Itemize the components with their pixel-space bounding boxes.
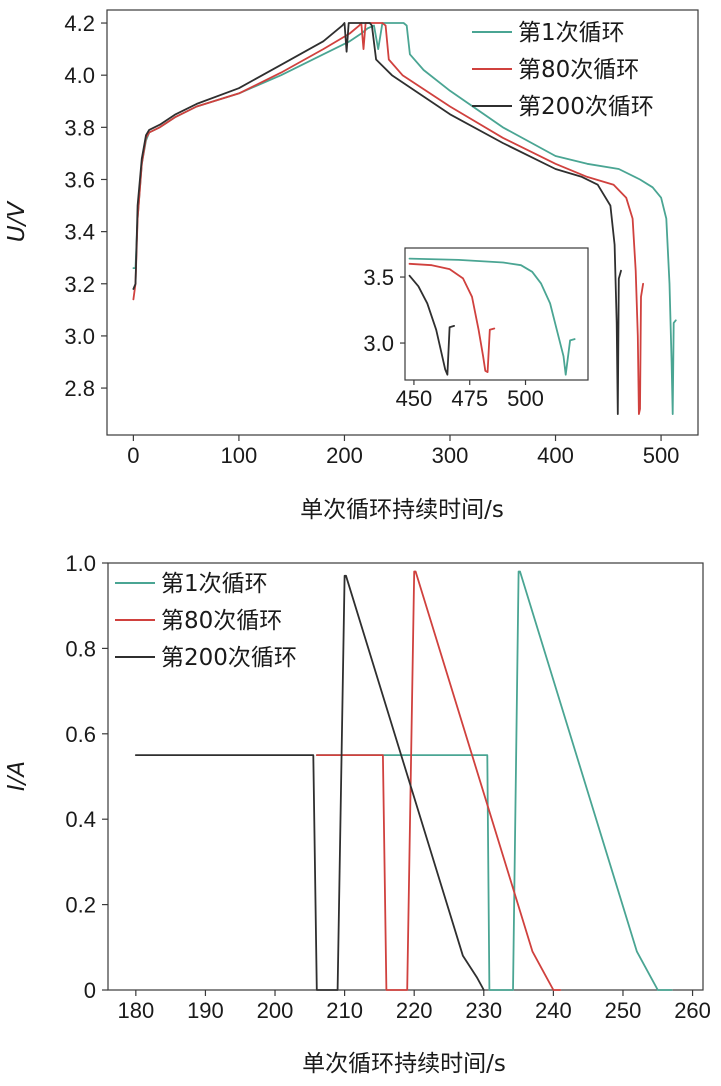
voltage-y-tick-label: 3.6: [64, 167, 95, 192]
current-x-tick-label: 260: [674, 998, 711, 1023]
current-series-line-1: [315, 570, 673, 991]
current-y-tick-label: 0.2: [65, 893, 96, 918]
voltage-plot-frame: [106, 9, 699, 436]
voltage-y-tick-label: 3.2: [64, 272, 95, 297]
current-x-tick-label: 240: [535, 998, 572, 1023]
voltage-y-tick-label: 4.2: [64, 11, 95, 36]
current-chart: 180 190 200 210 220 230 240 250 260 0 0.2 0.4 0.6 0.8…: [4, 551, 711, 1077]
current-x-axis-title: 单次循环持续时间/s: [302, 1051, 506, 1077]
current-y-tick-label: 0.4: [65, 807, 96, 832]
voltage-x-tick-label: 400: [537, 443, 574, 468]
current-series-line-3: [134, 574, 485, 991]
current-legend-label-2: 第80次循环: [161, 608, 282, 634]
current-legend-label-3: 第200次循环: [161, 645, 297, 671]
voltage-x-tick-label: 200: [326, 443, 363, 468]
inset-chart: 450 475 500 3.0 3.5: [363, 247, 589, 411]
inset-x-tick-label: 450: [396, 386, 433, 411]
current-x-tick-label: 200: [257, 998, 294, 1023]
voltage-y-tick-label: 3.8: [64, 115, 95, 140]
voltage-x-tick-label: 100: [221, 443, 258, 468]
inset-series-line-2: [408, 262, 496, 373]
inset-series-line-3: [408, 274, 455, 376]
voltage-y-tick-label: 4.0: [64, 63, 95, 88]
inset-x-tick-label: 475: [451, 386, 488, 411]
current-x-tick-label: 210: [326, 998, 363, 1023]
voltage-legend-label-1: 第1次循环: [518, 20, 625, 46]
current-y-tick-label: 1.0: [65, 551, 96, 576]
voltage-y-tick-label: 3.0: [64, 324, 95, 349]
current-y-tick-label: 0.6: [65, 722, 96, 747]
current-legend-label-1: 第1次循环: [161, 571, 268, 597]
voltage-x-axis-title: 单次循环持续时间/s: [300, 497, 504, 523]
current-x-tick-label: 230: [465, 998, 502, 1023]
voltage-x-tick-label: 300: [432, 443, 469, 468]
current-x-tick-label: 220: [396, 998, 433, 1023]
voltage-x-tick-label: 0: [127, 443, 139, 468]
current-y-tick-label: 0.8: [65, 636, 96, 661]
inset-plot-frame: [404, 247, 589, 381]
voltage-y-tick-label: 3.4: [64, 220, 95, 245]
current-x-tick-label: 250: [605, 998, 642, 1023]
inset-x-tick-label: 500: [507, 386, 544, 411]
current-series-line-2: [315, 570, 562, 991]
voltage-legend-label-2: 第80次循环: [518, 57, 639, 83]
current-y-axis-title: I/A: [4, 761, 30, 791]
voltage-y-axis-title: U/V: [4, 200, 30, 243]
voltage-chart: 0 100 200 300 400 500 2.8 3.0 3.2 3.4 3.6 3.8 4.0 4.2…: [4, 9, 699, 523]
voltage-legend-label-3: 第200次循环: [518, 94, 654, 120]
voltage-series-line-2: [132, 22, 644, 415]
voltage-x-tick-label: 500: [643, 443, 680, 468]
current-y-tick-label: 0: [84, 978, 96, 1003]
voltage-series-line-3: [132, 22, 622, 415]
current-x-tick-label: 190: [187, 998, 224, 1023]
inset-y-tick-label: 3.0: [363, 331, 394, 356]
voltage-y-tick-label: 2.8: [64, 376, 95, 401]
inset-y-tick-label: 3.5: [363, 265, 394, 290]
current-x-tick-label: 180: [117, 998, 154, 1023]
inset-series-line-1: [408, 257, 576, 376]
